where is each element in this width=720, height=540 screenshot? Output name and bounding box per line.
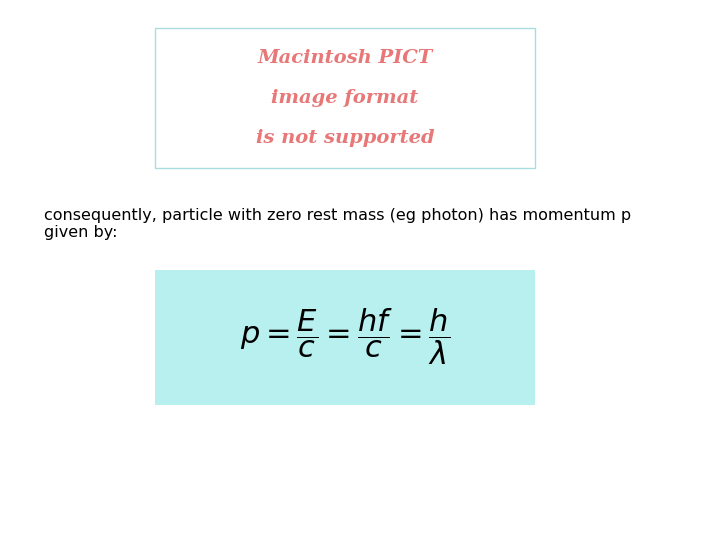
Text: is not supported: is not supported xyxy=(256,129,434,147)
FancyBboxPatch shape xyxy=(155,270,535,405)
Text: image format: image format xyxy=(271,89,418,107)
Text: Macintosh PICT: Macintosh PICT xyxy=(257,49,433,67)
Text: $p = \dfrac{E}{c} = \dfrac{hf}{c} = \dfrac{h}{\lambda}$: $p = \dfrac{E}{c} = \dfrac{hf}{c} = \dfr… xyxy=(240,307,450,367)
FancyBboxPatch shape xyxy=(155,28,535,168)
Text: consequently, particle with zero rest mass (eg photon) has momentum p
given by:: consequently, particle with zero rest ma… xyxy=(44,208,631,240)
